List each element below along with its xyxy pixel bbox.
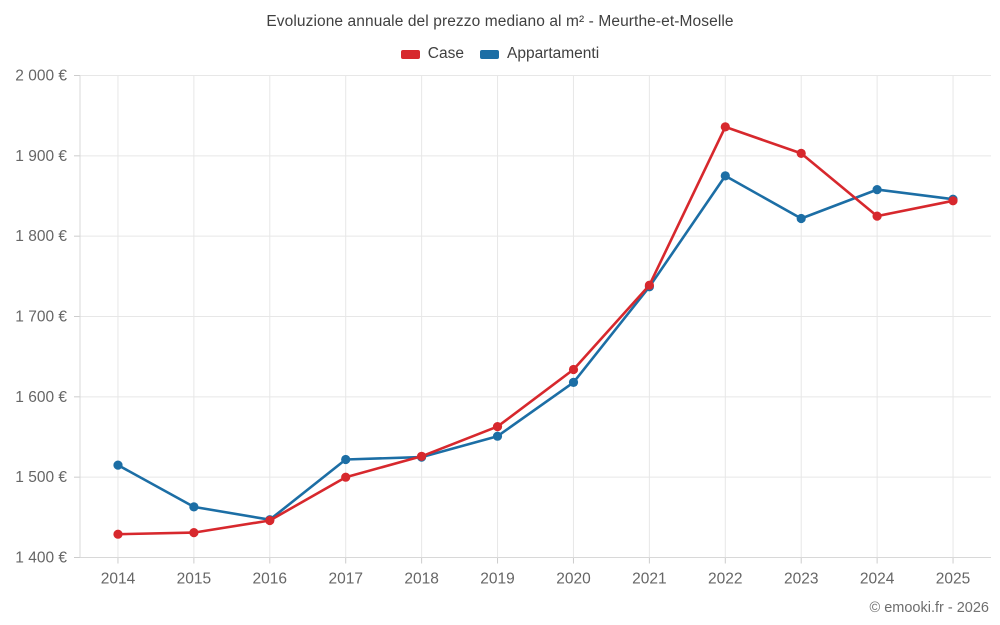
data-point-appartamenti-2024[interactable] <box>872 185 882 195</box>
x-axis-label: 2018 <box>404 571 438 588</box>
data-point-case-2021[interactable] <box>644 280 655 290</box>
data-point-appartamenti-2017[interactable] <box>341 454 351 465</box>
x-axis-label: 2022 <box>708 571 742 588</box>
series-line-case[interactable] <box>116 125 955 536</box>
data-point-case-2024[interactable] <box>872 211 882 221</box>
data-point-appartamenti-2023[interactable] <box>796 213 806 224</box>
data-point-case-2025[interactable] <box>948 196 958 206</box>
x-axis-label: 2023 <box>784 571 818 588</box>
data-point-appartamenti-2020[interactable] <box>568 377 579 387</box>
data-point-case-2023[interactable] <box>796 148 806 158</box>
y-axis-label: 1 600 € <box>15 389 67 406</box>
data-point-appartamenti-2014[interactable] <box>113 460 123 470</box>
x-axis-label: 2024 <box>860 571 895 588</box>
y-axis-label: 1 400 € <box>15 550 67 567</box>
x-axis-label: 2019 <box>480 571 514 588</box>
data-point-case-2014[interactable] <box>113 529 123 539</box>
x-axis-label: 2025 <box>936 571 970 588</box>
y-axis-label: 2 000 € <box>15 68 67 85</box>
y-axis-label: 1 700 € <box>15 309 67 326</box>
y-axis-label: 1 900 € <box>15 148 67 165</box>
data-point-case-2017[interactable] <box>341 472 351 482</box>
data-point-appartamenti-2015[interactable] <box>189 502 199 512</box>
x-axis-label: 2017 <box>328 571 362 588</box>
data-point-case-2015[interactable] <box>189 528 199 538</box>
x-axis-label: 2015 <box>177 571 211 588</box>
series-line-appartamenti[interactable] <box>116 174 955 522</box>
legend-label-case: Case <box>427 45 464 62</box>
x-axis-label: 2016 <box>253 571 287 588</box>
chart-title: Evoluzione annuale del prezzo mediano al… <box>266 13 734 30</box>
appartamenti-series-swatch-icon <box>479 49 499 59</box>
data-point-case-2016[interactable] <box>265 515 275 526</box>
y-axis-label: 1 800 € <box>15 228 67 245</box>
data-point-appartamenti-2022[interactable] <box>720 171 730 181</box>
x-axis-label: 2014 <box>101 571 136 588</box>
y-axis-label: 1 500 € <box>15 469 67 486</box>
case-series-swatch-icon <box>400 49 420 59</box>
data-point-case-2018[interactable] <box>417 451 427 461</box>
data-point-case-2022[interactable] <box>720 122 730 132</box>
attribution-text: © emooki.fr - 2026 <box>869 600 989 616</box>
x-axis-label: 2021 <box>632 571 666 588</box>
data-point-case-2019[interactable] <box>492 422 503 432</box>
data-point-case-2020[interactable] <box>568 364 579 375</box>
legend-item-case[interactable]: Case <box>400 45 464 63</box>
chart-legend: Case Appartamenti <box>0 45 1000 63</box>
x-axis-label: 2020 <box>556 571 591 588</box>
data-point-appartamenti-2019[interactable] <box>492 431 503 441</box>
legend-label-appartamenti: Appartamenti <box>506 45 600 62</box>
legend-item-appartamenti[interactable]: Appartamenti <box>479 45 600 63</box>
